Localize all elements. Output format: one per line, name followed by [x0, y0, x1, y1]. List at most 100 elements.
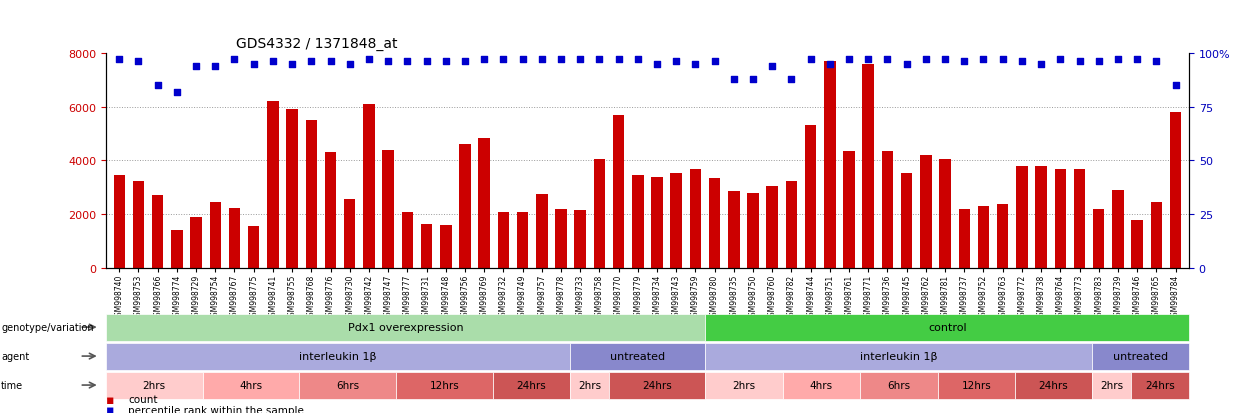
Text: percentile rank within the sample: percentile rank within the sample: [128, 405, 304, 413]
Bar: [728, 192, 740, 268]
Bar: [133, 181, 144, 268]
Point: [552, 57, 571, 64]
Point: [705, 59, 725, 66]
Bar: [537, 195, 548, 268]
Point: [301, 59, 321, 66]
Bar: [1093, 209, 1104, 268]
Text: 12hrs: 12hrs: [430, 380, 459, 390]
Point: [1147, 59, 1167, 66]
Text: 2hrs: 2hrs: [578, 380, 601, 390]
Bar: [344, 200, 356, 268]
Text: untreated: untreated: [1113, 351, 1168, 361]
Point: [244, 61, 264, 68]
Text: 4hrs: 4hrs: [810, 380, 833, 390]
Point: [224, 57, 244, 64]
Bar: [651, 177, 662, 268]
Point: [1088, 59, 1108, 66]
Point: [436, 59, 456, 66]
Text: 4hrs: 4hrs: [239, 380, 263, 390]
Point: [839, 57, 859, 64]
Bar: [555, 209, 566, 268]
Point: [801, 57, 820, 64]
Bar: [517, 212, 528, 268]
Bar: [113, 176, 125, 268]
Bar: [439, 225, 452, 268]
Bar: [574, 211, 586, 268]
Text: untreated: untreated: [610, 351, 665, 361]
Point: [417, 59, 437, 66]
Point: [896, 61, 916, 68]
Point: [858, 57, 878, 64]
Text: agent: agent: [1, 351, 30, 361]
Point: [532, 57, 552, 64]
Bar: [881, 152, 893, 268]
Text: 2hrs: 2hrs: [143, 380, 166, 390]
Point: [513, 57, 533, 64]
Bar: [1112, 191, 1124, 268]
Text: count: count: [128, 394, 158, 404]
Bar: [1055, 169, 1066, 268]
Point: [1165, 83, 1185, 89]
Point: [493, 57, 513, 64]
Point: [148, 83, 168, 89]
Bar: [209, 203, 222, 268]
Text: 12hrs: 12hrs: [961, 380, 991, 390]
Bar: [1073, 169, 1086, 268]
Bar: [632, 176, 644, 268]
Bar: [594, 160, 605, 268]
Text: interleukin 1β: interleukin 1β: [299, 351, 377, 361]
Text: GDS4332 / 1371848_at: GDS4332 / 1371848_at: [235, 37, 397, 51]
Bar: [613, 116, 624, 268]
Text: 2hrs: 2hrs: [1101, 380, 1123, 390]
Bar: [421, 224, 432, 268]
Text: genotype/variation: genotype/variation: [1, 322, 93, 332]
Bar: [1150, 203, 1162, 268]
Text: 24hrs: 24hrs: [642, 380, 672, 390]
Point: [743, 76, 763, 83]
Point: [1051, 57, 1071, 64]
Bar: [920, 156, 931, 268]
Point: [570, 57, 590, 64]
Bar: [229, 208, 240, 268]
Bar: [671, 173, 682, 268]
Bar: [325, 153, 336, 268]
Point: [589, 57, 609, 64]
Bar: [1036, 166, 1047, 268]
Point: [128, 59, 148, 66]
Bar: [190, 217, 202, 268]
Bar: [152, 196, 163, 268]
Point: [935, 57, 955, 64]
Point: [647, 61, 667, 68]
Point: [723, 76, 743, 83]
Bar: [1132, 220, 1143, 268]
Bar: [767, 187, 778, 268]
Point: [378, 59, 398, 66]
Bar: [939, 160, 951, 268]
Point: [397, 59, 417, 66]
Bar: [498, 212, 509, 268]
Text: ▪: ▪: [106, 393, 115, 406]
Bar: [708, 178, 721, 268]
Bar: [977, 206, 990, 268]
Bar: [863, 64, 874, 268]
Point: [110, 57, 129, 64]
Point: [1031, 61, 1051, 68]
Point: [454, 59, 474, 66]
Point: [474, 57, 494, 64]
Bar: [459, 145, 471, 268]
Bar: [248, 227, 259, 268]
Point: [609, 57, 629, 64]
Point: [1108, 57, 1128, 64]
Text: 24hrs: 24hrs: [1145, 380, 1175, 390]
Point: [820, 61, 840, 68]
Point: [974, 57, 994, 64]
Point: [167, 89, 187, 96]
Bar: [305, 121, 317, 268]
Point: [762, 63, 782, 70]
Point: [187, 63, 207, 70]
Bar: [824, 62, 835, 268]
Text: interleukin 1β: interleukin 1β: [860, 351, 937, 361]
Bar: [959, 209, 970, 268]
Point: [955, 59, 975, 66]
Bar: [804, 126, 817, 268]
